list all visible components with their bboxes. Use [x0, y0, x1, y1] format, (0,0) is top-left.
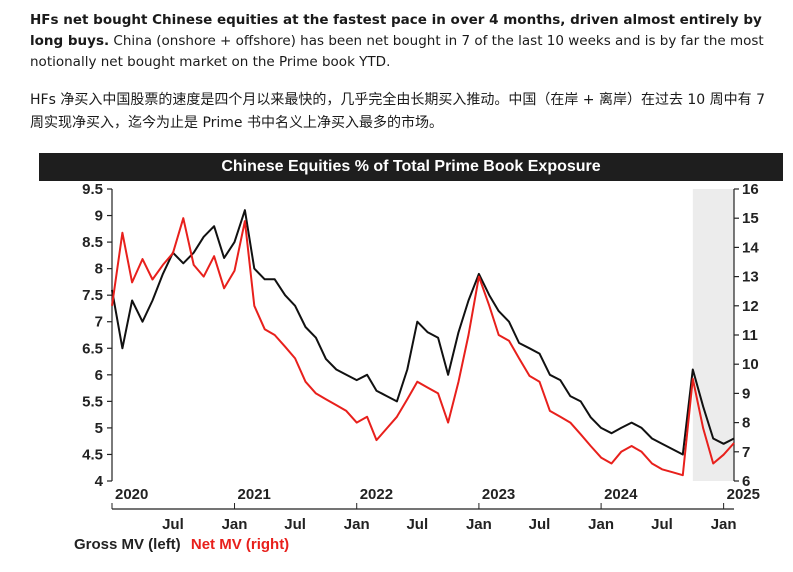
month-label: Jan: [711, 516, 737, 533]
legend-net-mv: Net MV (right): [190, 536, 290, 553]
right-tick-label: 16: [742, 181, 759, 198]
left-tick-label: 9.5: [82, 181, 103, 198]
chinese-paragraph: HFs 净买入中国股票的速度是四个月以来最快的，几乎完全由长期买入推动。中国（在…: [30, 92, 766, 131]
left-tick-label: 4.5: [82, 446, 103, 463]
net-mv-line: [111, 217, 735, 477]
month-label: Jan: [588, 516, 614, 533]
month-label: Jan: [344, 516, 370, 533]
right-tick-label: 9: [742, 385, 750, 402]
year-label: 2023: [482, 486, 515, 503]
month-label: Jul: [651, 516, 673, 533]
right-tick-label: 11: [742, 327, 758, 344]
right-tick-label: 6: [742, 473, 750, 490]
chart-legend: Gross MV (left) Net MV (right): [74, 536, 289, 553]
year-label: 2022: [360, 486, 393, 503]
right-tick-label: 8: [742, 415, 750, 432]
year-label: 2025: [727, 486, 760, 503]
left-tick-label: 8.5: [82, 234, 103, 251]
month-label: Jan: [466, 516, 492, 533]
left-tick-label: 7: [95, 314, 103, 331]
headline-bold: HFs net bought Chinese equities at the f…: [30, 12, 762, 49]
month-label: Jul: [284, 516, 306, 533]
month-label: Jul: [162, 516, 184, 533]
right-tick-label: 7: [742, 444, 750, 461]
year-label: 2020: [115, 486, 148, 503]
right-tick-label: 10: [742, 356, 759, 373]
left-tick-label: 5: [95, 420, 103, 437]
month-label: Jul: [529, 516, 551, 533]
shaded-period: [692, 189, 734, 481]
headline-rest: China (onshore + offshore) has been net …: [30, 33, 764, 70]
left-tick-label: 5.5: [82, 393, 103, 410]
year-label: 2021: [238, 486, 271, 503]
right-tick-label: 13: [742, 269, 759, 286]
left-tick-label: 7.5: [82, 287, 103, 304]
month-label: Jul: [406, 516, 428, 533]
right-tick-label: 14: [742, 239, 759, 256]
year-label: 2024: [604, 486, 638, 503]
left-tick-label: 9: [95, 208, 103, 225]
left-tick-label: 8: [95, 261, 103, 278]
left-tick-label: 4: [95, 473, 104, 490]
left-tick-label: 6.5: [82, 340, 103, 357]
gross-mv-line: [111, 209, 735, 456]
chart-title: Chinese Equities % of Total Prime Book E…: [39, 153, 783, 181]
right-tick-label: 15: [742, 210, 759, 227]
headline-paragraph: HFs net bought Chinese equities at the f…: [30, 10, 770, 73]
left-tick-label: 6: [95, 367, 103, 384]
legend-gross-mv: Gross MV (left): [74, 536, 181, 553]
month-label: Jan: [222, 516, 248, 533]
right-tick-label: 12: [742, 298, 759, 315]
